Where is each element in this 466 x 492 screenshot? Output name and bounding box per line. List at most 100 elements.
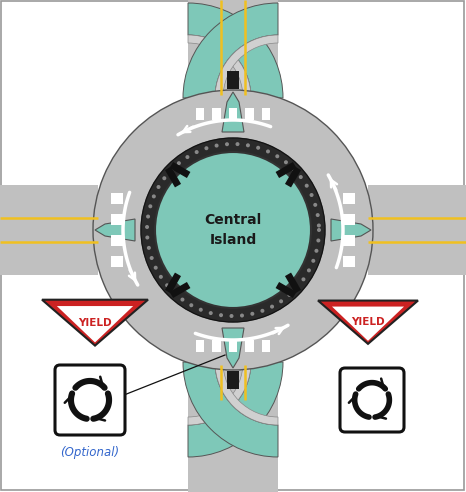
- Polygon shape: [285, 273, 301, 293]
- Circle shape: [157, 185, 160, 189]
- Wedge shape: [215, 362, 278, 425]
- Circle shape: [317, 223, 321, 227]
- Bar: [229, 340, 237, 352]
- Wedge shape: [188, 362, 283, 457]
- Circle shape: [172, 291, 176, 295]
- Wedge shape: [188, 362, 251, 425]
- Polygon shape: [331, 219, 371, 241]
- Circle shape: [155, 152, 311, 308]
- Bar: [368, 185, 466, 275]
- Circle shape: [284, 160, 288, 164]
- Circle shape: [148, 204, 152, 208]
- Bar: [245, 340, 254, 352]
- Circle shape: [246, 143, 250, 147]
- Circle shape: [250, 312, 254, 316]
- Circle shape: [177, 161, 181, 165]
- Circle shape: [292, 167, 296, 171]
- Bar: [196, 340, 204, 352]
- Text: YIELD: YIELD: [78, 318, 112, 328]
- Polygon shape: [95, 219, 135, 241]
- Wedge shape: [183, 362, 278, 457]
- Circle shape: [295, 285, 299, 290]
- Bar: [245, 108, 254, 120]
- Circle shape: [260, 309, 264, 313]
- Polygon shape: [285, 167, 301, 187]
- Circle shape: [165, 283, 169, 287]
- Circle shape: [199, 308, 203, 312]
- Bar: [111, 235, 123, 246]
- Polygon shape: [57, 306, 133, 342]
- Circle shape: [316, 239, 320, 243]
- Circle shape: [154, 266, 158, 270]
- Bar: [212, 108, 221, 120]
- Polygon shape: [165, 167, 181, 187]
- Circle shape: [185, 155, 189, 159]
- Circle shape: [169, 168, 173, 172]
- Circle shape: [313, 203, 317, 207]
- Circle shape: [229, 314, 233, 318]
- Bar: [188, 365, 278, 492]
- Circle shape: [266, 150, 270, 154]
- Polygon shape: [332, 307, 404, 341]
- Bar: [188, 0, 278, 95]
- Circle shape: [209, 311, 213, 315]
- Wedge shape: [93, 90, 373, 370]
- Circle shape: [256, 146, 260, 150]
- Circle shape: [302, 277, 305, 281]
- Wedge shape: [215, 35, 278, 98]
- Circle shape: [275, 154, 279, 158]
- Circle shape: [305, 184, 308, 188]
- Bar: [111, 193, 123, 204]
- Circle shape: [315, 213, 320, 217]
- Circle shape: [152, 194, 156, 198]
- Wedge shape: [141, 138, 325, 322]
- Circle shape: [315, 249, 318, 253]
- Bar: [343, 193, 355, 204]
- Circle shape: [146, 215, 150, 218]
- Circle shape: [288, 293, 291, 297]
- Circle shape: [145, 236, 149, 240]
- FancyBboxPatch shape: [340, 368, 404, 432]
- Bar: [343, 214, 355, 225]
- Text: (Optional): (Optional): [61, 446, 120, 459]
- Bar: [111, 214, 123, 225]
- Polygon shape: [222, 328, 244, 368]
- Polygon shape: [275, 162, 296, 178]
- Circle shape: [189, 303, 193, 307]
- Bar: [229, 108, 237, 120]
- Circle shape: [279, 299, 283, 303]
- Polygon shape: [318, 301, 418, 344]
- Bar: [343, 256, 355, 267]
- Circle shape: [147, 246, 151, 250]
- Bar: [196, 108, 204, 120]
- Wedge shape: [183, 3, 278, 98]
- Bar: [262, 108, 270, 120]
- Text: Central
Island: Central Island: [205, 213, 261, 247]
- Circle shape: [205, 146, 208, 150]
- Circle shape: [145, 225, 149, 229]
- Circle shape: [159, 275, 163, 279]
- Circle shape: [317, 228, 321, 232]
- Circle shape: [235, 142, 240, 146]
- Polygon shape: [275, 282, 296, 298]
- Polygon shape: [222, 92, 244, 132]
- Wedge shape: [188, 3, 283, 98]
- Circle shape: [311, 259, 315, 263]
- Polygon shape: [170, 162, 191, 178]
- Circle shape: [162, 176, 166, 180]
- Circle shape: [195, 150, 199, 154]
- Circle shape: [219, 313, 223, 317]
- Polygon shape: [227, 71, 239, 89]
- Bar: [212, 340, 221, 352]
- Bar: [343, 235, 355, 246]
- Polygon shape: [227, 371, 239, 389]
- Circle shape: [270, 305, 274, 308]
- Bar: [262, 340, 270, 352]
- Circle shape: [150, 256, 154, 260]
- Wedge shape: [188, 35, 251, 98]
- FancyBboxPatch shape: [55, 365, 125, 435]
- Polygon shape: [165, 273, 181, 293]
- Circle shape: [180, 298, 185, 302]
- Circle shape: [307, 268, 311, 273]
- Circle shape: [240, 313, 244, 317]
